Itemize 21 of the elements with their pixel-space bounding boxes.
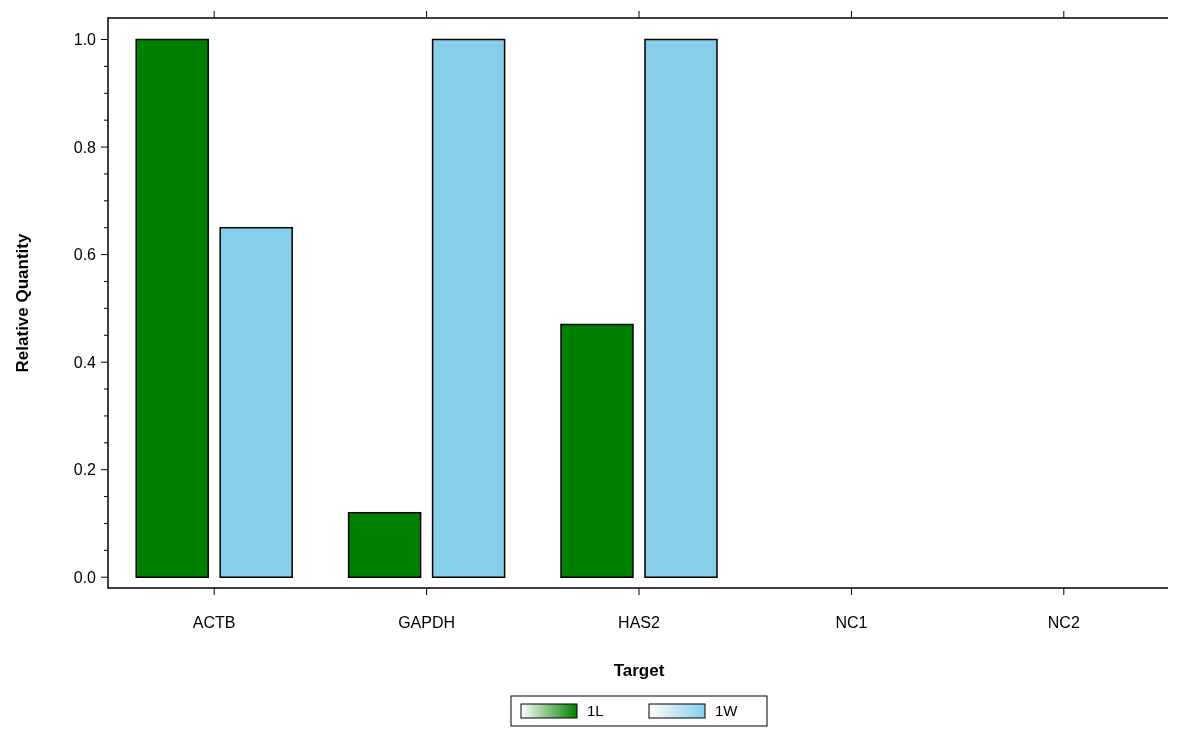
x-tick-label: HAS2 — [618, 614, 660, 631]
bar — [219, 226, 293, 578]
legend-label: 1L — [587, 702, 604, 720]
x-axis-title: Target — [613, 661, 665, 680]
x-tick-label: NC2 — [1047, 614, 1080, 631]
bar — [135, 38, 209, 578]
x-tick-label: NC1 — [835, 614, 868, 631]
bar — [431, 38, 506, 578]
legend-label: 1W — [715, 702, 739, 720]
x-tick-label: GAPDH — [398, 614, 456, 631]
y-tick-label: 1.0 — [73, 31, 97, 49]
y-tick-label: 0.6 — [73, 246, 97, 264]
bar — [347, 511, 422, 578]
y-tick-label: 0.4 — [73, 353, 97, 371]
x-tick-label: ACTB — [192, 614, 236, 631]
y-tick-label: 0.2 — [73, 461, 97, 479]
y-tick-label: 0.8 — [73, 138, 97, 156]
bar — [560, 323, 634, 578]
y-tick-label: 0.0 — [73, 568, 97, 586]
y-axis-title: Relative Quantity — [13, 233, 32, 373]
bar — [644, 38, 718, 578]
